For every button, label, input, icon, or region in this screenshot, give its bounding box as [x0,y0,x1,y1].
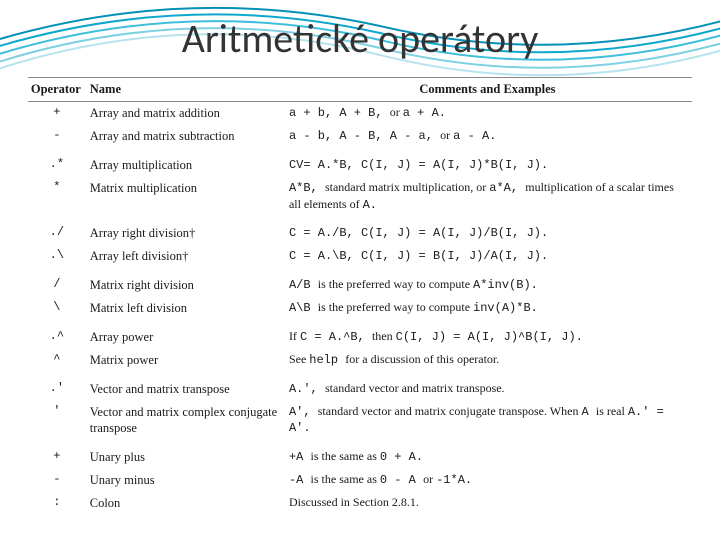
table-row: 'Vector and matrix complex conjugate tra… [28,400,692,440]
comments-cell: CV= A.*B, C(I, J) = A(I, J)*B(I, J). [287,148,692,177]
comments-cell: A/B is the preferred way to compute A*in… [287,268,692,297]
operator-cell: \ [28,297,88,320]
name-cell: Unary minus [88,469,287,492]
table-row: *Matrix multiplicationA*B, standard matr… [28,177,692,217]
comments-cell: -A is the same as 0 - A or -1*A. [287,469,692,492]
name-cell: Vector and matrix complex conjugate tran… [88,400,287,440]
table-row: +Unary plus+A is the same as 0 + A. [28,440,692,469]
name-cell: Array multiplication [88,148,287,177]
comments-cell: C = A./B, C(I, J) = A(I, J)/B(I, J). [287,216,692,245]
name-cell: Array power [88,320,287,349]
comments-cell: A\B is the preferred way to compute inv(… [287,297,692,320]
table-row: +Array and matrix additiona + b, A + B, … [28,102,692,125]
comments-cell: C = A.\B, C(I, J) = B(I, J)/A(I, J). [287,245,692,268]
table-row: -Unary minus-A is the same as 0 - A or -… [28,469,692,492]
operator-cell: ' [28,400,88,440]
operator-cell: ^ [28,349,88,372]
name-cell: Matrix power [88,349,287,372]
slide-title: Aritmetické operátory [0,0,720,73]
table-row: .'Vector and matrix transposeA.', standa… [28,372,692,401]
operator-cell: .\ [28,245,88,268]
table-row: ./Array right division†C = A./B, C(I, J)… [28,216,692,245]
name-cell: Unary plus [88,440,287,469]
comments-cell: If C = A.^B, then C(I, J) = A(I, J)^B(I,… [287,320,692,349]
table-row: .*Array multiplicationCV= A.*B, C(I, J) … [28,148,692,177]
name-cell: Matrix right division [88,268,287,297]
name-cell: Array and matrix subtraction [88,125,287,148]
operator-cell: - [28,469,88,492]
header-name: Name [88,78,287,102]
operator-cell: .^ [28,320,88,349]
table-row: :ColonDiscussed in Section 2.8.1. [28,492,692,515]
table-row: -Array and matrix subtractiona - b, A - … [28,125,692,148]
name-cell: Array left division† [88,245,287,268]
operator-cell: - [28,125,88,148]
name-cell: Colon [88,492,287,515]
operator-cell: / [28,268,88,297]
name-cell: Matrix multiplication [88,177,287,217]
operator-cell: .* [28,148,88,177]
table-header-row: Operator Name Comments and Examples [28,78,692,102]
comments-cell: +A is the same as 0 + A. [287,440,692,469]
comments-cell: A.', standard vector and matrix transpos… [287,372,692,401]
table-row: .^Array powerIf C = A.^B, then C(I, J) =… [28,320,692,349]
operators-table-wrap: Operator Name Comments and Examples +Arr… [0,73,720,514]
operators-table: Operator Name Comments and Examples +Arr… [28,77,692,514]
operator-cell: + [28,440,88,469]
comments-cell: A*B, standard matrix multiplication, or … [287,177,692,217]
operator-cell: .' [28,372,88,401]
comments-cell: a + b, A + B, or a + A. [287,102,692,125]
operator-cell: * [28,177,88,217]
operator-cell: : [28,492,88,515]
comments-cell: Discussed in Section 2.8.1. [287,492,692,515]
operator-cell: ./ [28,216,88,245]
table-row: ^Matrix powerSee help for a discussion o… [28,349,692,372]
table-row: /Matrix right divisionA/B is the preferr… [28,268,692,297]
name-cell: Matrix left division [88,297,287,320]
comments-cell: A', standard vector and matrix conjugate… [287,400,692,440]
name-cell: Array right division† [88,216,287,245]
name-cell: Vector and matrix transpose [88,372,287,401]
header-operator: Operator [28,78,88,102]
table-row: .\Array left division†C = A.\B, C(I, J) … [28,245,692,268]
header-comments: Comments and Examples [287,78,692,102]
table-row: \Matrix left divisionA\B is the preferre… [28,297,692,320]
name-cell: Array and matrix addition [88,102,287,125]
comments-cell: a - b, A - B, A - a, or a - A. [287,125,692,148]
operator-cell: + [28,102,88,125]
comments-cell: See help for a discussion of this operat… [287,349,692,372]
